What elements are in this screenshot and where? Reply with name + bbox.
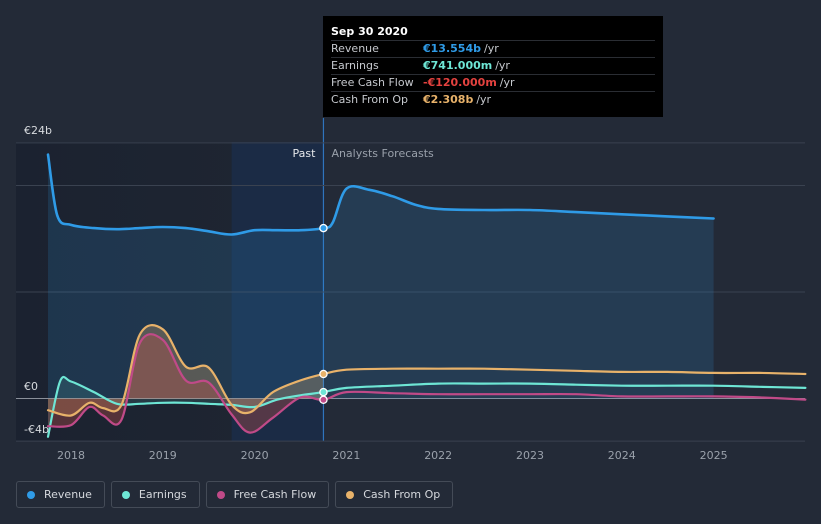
x-tick-label: 2024 xyxy=(608,449,636,462)
tooltip-unit: /yr xyxy=(476,93,492,106)
cfo-marker xyxy=(319,369,328,379)
legend: Revenue Earnings Free Cash Flow Cash Fro… xyxy=(16,481,459,508)
x-tick-label: 2021 xyxy=(332,449,360,462)
fcf-line xyxy=(46,333,807,434)
x-tick-label: 2018 xyxy=(57,449,85,462)
forecast-label: Analysts Forecasts xyxy=(331,147,434,160)
cfo-line xyxy=(46,324,807,417)
x-tick-label: 2020 xyxy=(241,449,269,462)
earnings-marker xyxy=(319,387,328,397)
x-tick-label: 2019 xyxy=(149,449,177,462)
tooltip-value: €13.554b xyxy=(423,42,481,55)
tooltip-row-revenue: Revenue €13.554b /yr xyxy=(331,40,655,57)
tooltip-unit: /yr xyxy=(495,59,510,72)
legend-label: Earnings xyxy=(138,488,187,501)
legend-item-earnings[interactable]: Earnings xyxy=(110,481,200,508)
tooltip-label: Revenue xyxy=(331,42,379,55)
legend-item-cash-from-op[interactable]: Cash From Op xyxy=(335,481,454,508)
legend-item-free-cash-flow[interactable]: Free Cash Flow xyxy=(205,481,330,508)
tooltip-label: Earnings xyxy=(331,59,379,72)
fcf-marker xyxy=(319,395,328,405)
legend-item-revenue[interactable]: Revenue xyxy=(16,481,105,508)
tooltip-unit: /yr xyxy=(483,42,499,55)
past-label: Past xyxy=(293,147,317,160)
tooltip-row-earnings: Earnings €741.000m /yr xyxy=(331,57,655,74)
y-tick-label: €0 xyxy=(24,380,38,393)
tooltip-row-cash-from-op: Cash From Op €2.308b /yr xyxy=(331,91,655,108)
y-tick-label: -€4b xyxy=(24,423,49,436)
legend-label: Revenue xyxy=(44,488,92,501)
tooltip-label: Free Cash Flow xyxy=(331,76,414,89)
tooltip-value: -€120.000m xyxy=(423,76,497,89)
y-tick-label: €24b xyxy=(24,124,52,137)
x-tick-label: 2022 xyxy=(424,449,452,462)
revenue-line xyxy=(46,153,715,236)
tooltip-value: €741.000m xyxy=(423,59,493,72)
revenue-area xyxy=(48,154,714,399)
earnings-line xyxy=(46,375,807,438)
legend-label: Free Cash Flow xyxy=(233,488,317,501)
cash-from-op-area xyxy=(48,325,324,416)
tooltip-row-free-cash-flow: Free Cash Flow -€120.000m /yr xyxy=(331,74,655,91)
legend-label: Cash From Op xyxy=(363,488,441,501)
tooltip-date: Sep 30 2020 xyxy=(331,25,408,38)
legend-dot-icon xyxy=(27,490,35,499)
tooltip: Sep 30 2020 Revenue €13.554b /yr Earning… xyxy=(323,16,663,117)
legend-dot-icon xyxy=(121,490,130,499)
x-tick-label: 2023 xyxy=(516,449,544,462)
revenue-marker xyxy=(319,223,328,233)
x-tick-label: 2025 xyxy=(700,449,728,462)
tooltip-value: €2.308b xyxy=(423,93,474,106)
legend-dot-icon xyxy=(216,490,225,499)
tooltip-label: Cash From Op xyxy=(331,93,409,106)
legend-dot-icon xyxy=(346,490,355,499)
tooltip-unit: /yr xyxy=(499,76,515,89)
